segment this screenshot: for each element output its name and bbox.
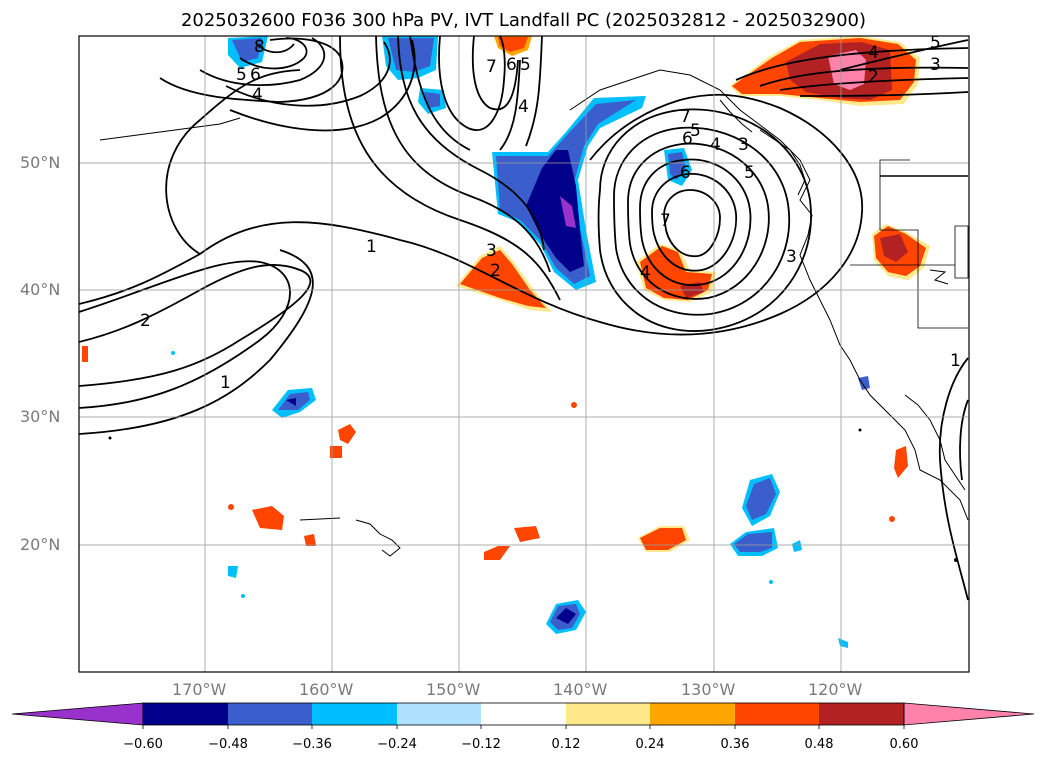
contour-label: 3 bbox=[486, 241, 497, 261]
gridlines bbox=[79, 36, 969, 672]
colorbar-tick-label: 0.48 bbox=[804, 737, 834, 752]
colorbar-tick-label: −0.24 bbox=[377, 737, 417, 752]
contour-label: 1 bbox=[220, 373, 231, 393]
lat-label: 20°N bbox=[20, 535, 61, 554]
contour-label: 3 bbox=[930, 55, 941, 75]
contour-label: 7 bbox=[486, 57, 497, 77]
lon-label: 130°W bbox=[681, 680, 736, 699]
colorbar-extend-max bbox=[903, 702, 1035, 726]
contour-label: 8 bbox=[254, 37, 265, 57]
lon-label: 150°W bbox=[426, 680, 481, 699]
contour-label: 4 bbox=[640, 263, 651, 283]
colorbar-segment bbox=[481, 703, 566, 725]
colorbar-segment bbox=[735, 703, 819, 725]
colorbar-tick-label: −0.12 bbox=[461, 737, 501, 752]
colorbar bbox=[11, 702, 1035, 729]
lat-label: 50°N bbox=[20, 153, 61, 172]
coastlines bbox=[99, 69, 969, 562]
map-title: 2025032600 F036 300 hPa PV, IVT Landfall… bbox=[180, 10, 867, 31]
contour-label: 1 bbox=[366, 237, 377, 257]
colorbar-segment bbox=[228, 703, 312, 725]
colorbar-tick-label: 0.12 bbox=[551, 737, 581, 752]
colorbar-segment bbox=[819, 703, 904, 725]
colorbar-tick-label: 0.24 bbox=[635, 737, 665, 752]
map-border bbox=[78, 35, 970, 673]
colorbar-segment bbox=[397, 703, 481, 725]
contour-label: 2 bbox=[868, 67, 879, 87]
contour-label: 4 bbox=[518, 97, 529, 117]
contour-label: 5 bbox=[520, 55, 531, 75]
pv-contours bbox=[79, 36, 969, 601]
colorbar-segment bbox=[566, 703, 650, 725]
contour-label: 6 bbox=[506, 55, 517, 75]
contour-label: 4 bbox=[252, 85, 263, 105]
map-frame bbox=[79, 36, 969, 672]
colorbar-segment bbox=[143, 703, 228, 725]
contour-label: 3 bbox=[786, 247, 797, 267]
contour-label: 5 bbox=[930, 33, 941, 53]
contour-label: 4 bbox=[710, 135, 721, 155]
contour-label: 5 bbox=[236, 65, 247, 85]
contour-label: 6 bbox=[680, 163, 691, 183]
lon-label: 160°W bbox=[299, 680, 354, 699]
anomaly-fills bbox=[82, 36, 930, 648]
colorbar-tick-label: −0.48 bbox=[208, 737, 248, 752]
contour-label: 2 bbox=[140, 311, 151, 331]
contour-label: 7 bbox=[660, 211, 671, 231]
colorbar-tick-label: −0.60 bbox=[123, 737, 163, 752]
colorbar-extend-min bbox=[11, 702, 144, 726]
colorbar-segment bbox=[312, 703, 397, 725]
contour-label: 7 bbox=[680, 107, 691, 127]
contour-labels: 8 5 6 4 7 6 5 4 1 2 1 3 2 7 6 5 4 3 7 6 … bbox=[140, 33, 961, 393]
colorbar-tick-label: 0.60 bbox=[889, 737, 919, 752]
lon-label: 120°W bbox=[808, 680, 863, 699]
contour-label: 5 bbox=[744, 163, 755, 183]
colorbar-tick-label: 0.36 bbox=[720, 737, 750, 752]
lat-label: 30°N bbox=[20, 407, 61, 426]
contour-label: 6 bbox=[250, 65, 261, 85]
colorbar-segment bbox=[650, 703, 735, 725]
colorbar-tick-label: −0.36 bbox=[292, 737, 332, 752]
lon-label: 170°W bbox=[172, 680, 227, 699]
contour-label: 4 bbox=[868, 43, 879, 63]
lon-label: 140°W bbox=[553, 680, 608, 699]
contour-label: 5 bbox=[690, 121, 701, 141]
contour-label: 2 bbox=[490, 261, 501, 281]
contour-label: 3 bbox=[738, 135, 749, 155]
contour-label: 1 bbox=[950, 351, 961, 371]
lat-label: 40°N bbox=[20, 280, 61, 299]
contour-label: 6 bbox=[682, 129, 693, 149]
